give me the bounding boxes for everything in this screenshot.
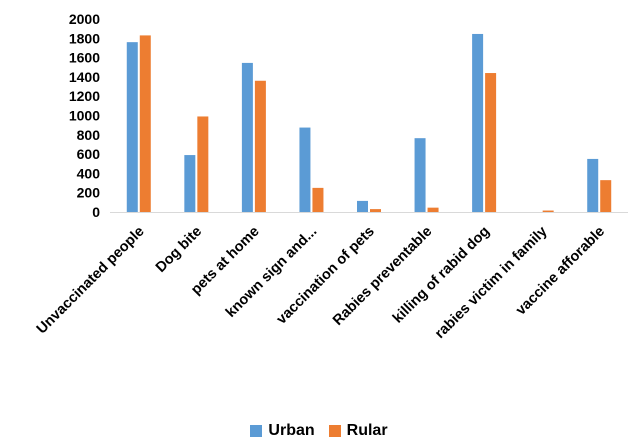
bar-urban: [126, 42, 138, 212]
y-tick-label: 400: [77, 165, 101, 181]
legend: Urban Rular: [0, 420, 638, 442]
legend-swatch-urban: [250, 425, 263, 437]
y-tick-label: 600: [77, 146, 101, 162]
x-category-label: Unvaccinated people: [34, 224, 148, 338]
y-tick-label: 1800: [69, 30, 100, 46]
y-tick-label: 1200: [69, 88, 100, 104]
bar-urban: [299, 127, 311, 212]
x-category-label: vaccination of pets: [274, 224, 378, 328]
legend-item-urban: Urban: [250, 422, 315, 440]
x-category-label: killing of rabid dog: [390, 224, 493, 327]
bar-rular: [254, 80, 266, 212]
bar-rular: [312, 187, 324, 212]
legend-swatch-rular: [328, 425, 341, 437]
bar-urban: [357, 200, 368, 212]
y-tick-label: 1000: [69, 108, 100, 124]
y-tick-label: 1600: [69, 50, 100, 66]
bar-rular: [485, 73, 497, 212]
legend-item-rular: Rular: [328, 422, 388, 440]
bar-rular: [600, 180, 612, 212]
bar-rular: [139, 35, 151, 212]
bar-rular: [370, 209, 381, 212]
bar-urban: [241, 62, 253, 212]
y-tick-label: 1400: [69, 69, 100, 85]
bar-urban: [184, 155, 196, 212]
bar-urban: [587, 158, 599, 212]
bar-urban: [472, 33, 484, 212]
y-tick-label: 800: [77, 127, 101, 143]
legend-label-rular: Rular: [346, 422, 388, 439]
x-category-label: Dog bite: [153, 224, 205, 276]
bar-rular: [197, 116, 209, 212]
y-tick-label: 0: [92, 204, 100, 220]
x-category-label: Rabies preventable: [330, 224, 435, 329]
legend-label-urban: Urban: [268, 422, 315, 439]
x-category-label: rabies victim in family: [432, 224, 550, 342]
y-tick-label: 2000: [69, 11, 100, 27]
y-tick-label: 200: [77, 185, 101, 201]
bar-urban: [414, 138, 426, 212]
bar-rular: [427, 207, 439, 212]
bar-chart: 0 200 400 600 800 1000 1200 1400 1600 1800 2000 Unv…: [34, 11, 628, 342]
bar-rular: [542, 210, 554, 212]
